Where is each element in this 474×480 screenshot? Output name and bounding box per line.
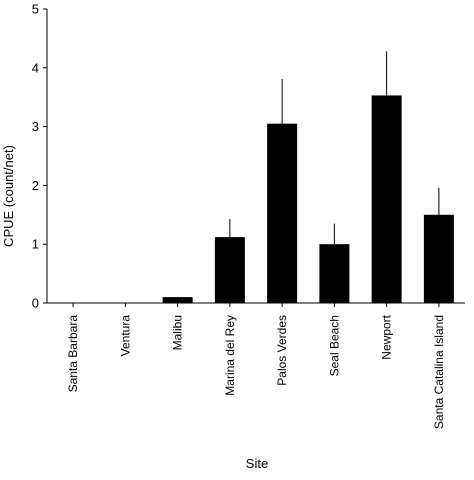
- axes: [46, 9, 465, 304]
- error-bars: [229, 51, 440, 245]
- y-axis-label: CPUE (count/net): [1, 145, 16, 247]
- y-tick-label: 4: [32, 60, 39, 75]
- x-tick-label: Palos Verdes: [275, 315, 289, 386]
- x-tick-label: Seal Beach: [327, 315, 341, 376]
- x-axis-label: Site: [246, 456, 268, 471]
- x-tick-label: Malibu: [171, 315, 185, 350]
- y-tick-label: 0: [32, 296, 39, 311]
- y-tick-label: 1: [32, 237, 39, 252]
- bar: [162, 297, 193, 303]
- bar: [371, 95, 402, 303]
- bars: [162, 95, 454, 303]
- x-tick-label: Santa Catalina Island: [432, 315, 446, 429]
- y-tick-label: 3: [32, 119, 39, 134]
- y-ticks: 0 1 2 3 4 5: [32, 2, 47, 311]
- y-tick-label: 2: [32, 178, 39, 193]
- bar: [214, 237, 245, 303]
- x-tick-label: Newport: [380, 314, 394, 359]
- x-tick-labels: Santa Barbara Ventura Malibu Marina del Rey…: [66, 303, 446, 429]
- x-tick-label: Santa Barbara: [66, 315, 80, 393]
- y-tick-label: 5: [32, 2, 39, 17]
- bar: [423, 214, 454, 303]
- x-tick-label: Ventura: [118, 315, 132, 357]
- x-tick-label: Marina del Rey: [223, 315, 237, 396]
- bar: [319, 244, 350, 303]
- bar: [267, 123, 298, 303]
